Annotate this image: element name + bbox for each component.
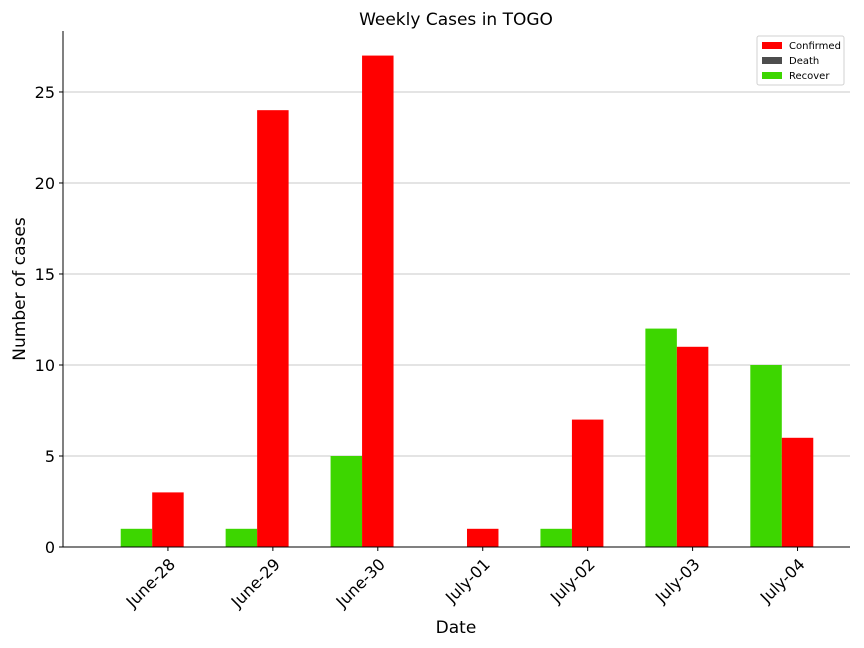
x-tick-label: July-04 bbox=[756, 555, 809, 608]
bar-confirmed bbox=[781, 437, 814, 547]
x-tick-label: July-03 bbox=[651, 555, 704, 608]
y-tick-label: 10 bbox=[35, 356, 55, 375]
bar-recover bbox=[225, 528, 258, 547]
bar-confirmed bbox=[571, 419, 604, 547]
gridlines bbox=[63, 91, 850, 457]
x-tick-label: June-30 bbox=[332, 555, 389, 612]
y-axis-label: Number of cases bbox=[10, 217, 30, 361]
bar-recover bbox=[750, 364, 782, 547]
legend-label-confirmed: Confirmed bbox=[789, 41, 841, 52]
legend-swatch-death bbox=[762, 57, 782, 64]
chart-title: Weekly Cases in TOGO bbox=[359, 10, 553, 30]
legend-label-death: Death bbox=[789, 56, 819, 67]
bar-confirmed bbox=[152, 492, 184, 547]
bar-confirmed bbox=[257, 110, 289, 547]
legend: Confirmed Death Recover bbox=[756, 35, 845, 86]
legend-swatch-recover bbox=[762, 72, 782, 79]
bar-recover bbox=[540, 528, 572, 547]
bar-recover bbox=[645, 328, 677, 547]
bar-confirmed bbox=[362, 55, 394, 547]
x-tick-label: July-01 bbox=[441, 555, 494, 608]
bar-confirmed bbox=[466, 528, 499, 547]
y-tick-label: 5 bbox=[45, 447, 55, 466]
y-tick-label: 20 bbox=[35, 174, 55, 193]
x-ticks: June-28 June-29 June-30 July-01 July-02 July-… bbox=[122, 547, 809, 612]
x-tick-label: June-29 bbox=[227, 555, 284, 612]
y-tick-label: 15 bbox=[35, 265, 55, 284]
bar-recover bbox=[120, 528, 153, 547]
bars bbox=[120, 55, 814, 547]
y-tick-label: 0 bbox=[45, 538, 55, 557]
bar-confirmed bbox=[676, 346, 709, 547]
legend-label-recover: Recover bbox=[789, 71, 830, 82]
legend-swatch-confirmed bbox=[762, 42, 782, 49]
y-tick-label: 25 bbox=[35, 83, 55, 102]
x-axis-label: Date bbox=[436, 618, 477, 638]
x-tick-label: July-02 bbox=[546, 555, 599, 608]
x-tick-label: June-28 bbox=[122, 555, 179, 612]
y-ticks: 0 5 10 15 20 25 bbox=[35, 83, 63, 557]
bar-recover bbox=[330, 455, 363, 547]
axes bbox=[62, 31, 850, 548]
